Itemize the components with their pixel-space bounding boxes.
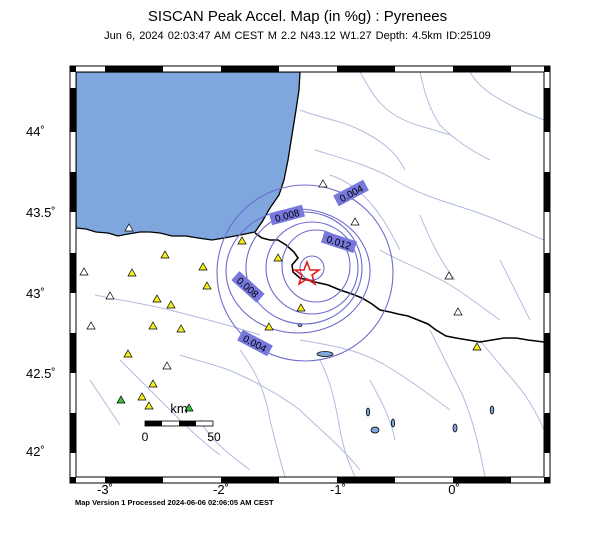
lat-tick-label: 42.5˚: [26, 366, 56, 381]
lon-tick-label: 0˚: [448, 482, 460, 497]
station-green: [116, 395, 194, 412]
scale-start: 0: [142, 430, 149, 444]
lat-tick-label: 44˚: [26, 124, 45, 139]
scale-end: 50: [207, 430, 221, 444]
stations: [79, 179, 482, 412]
lon-tick-label: -2˚: [213, 482, 229, 497]
frame-ticks: [69, 65, 551, 484]
scale-bar: km 0 50: [142, 401, 221, 444]
lat-tick-label: 42˚: [26, 444, 45, 459]
lon-tick-label: -3˚: [97, 482, 113, 497]
national-border: [254, 232, 544, 343]
station-yellow: [123, 236, 482, 410]
lon-tick-label: -1˚: [330, 482, 346, 497]
map-version-footer: Map Version 1 Processed 2024-06-06 02:06…: [75, 498, 274, 507]
station-white: [79, 179, 463, 370]
rivers: [89, 72, 544, 477]
bay-of-biscay: [76, 72, 301, 241]
epicenter-star: [292, 259, 322, 286]
event-info: Jun 6, 2024 02:03:47 AM CEST M 2.2 N43.1…: [104, 30, 491, 42]
lat-tick-label: 43.5˚: [26, 205, 56, 220]
map-title: SISCAN Peak Accel. Map (in %g) : Pyrenee…: [147, 8, 448, 25]
lat-tick-label: 43˚: [26, 286, 45, 301]
scale-unit: km: [170, 401, 187, 416]
